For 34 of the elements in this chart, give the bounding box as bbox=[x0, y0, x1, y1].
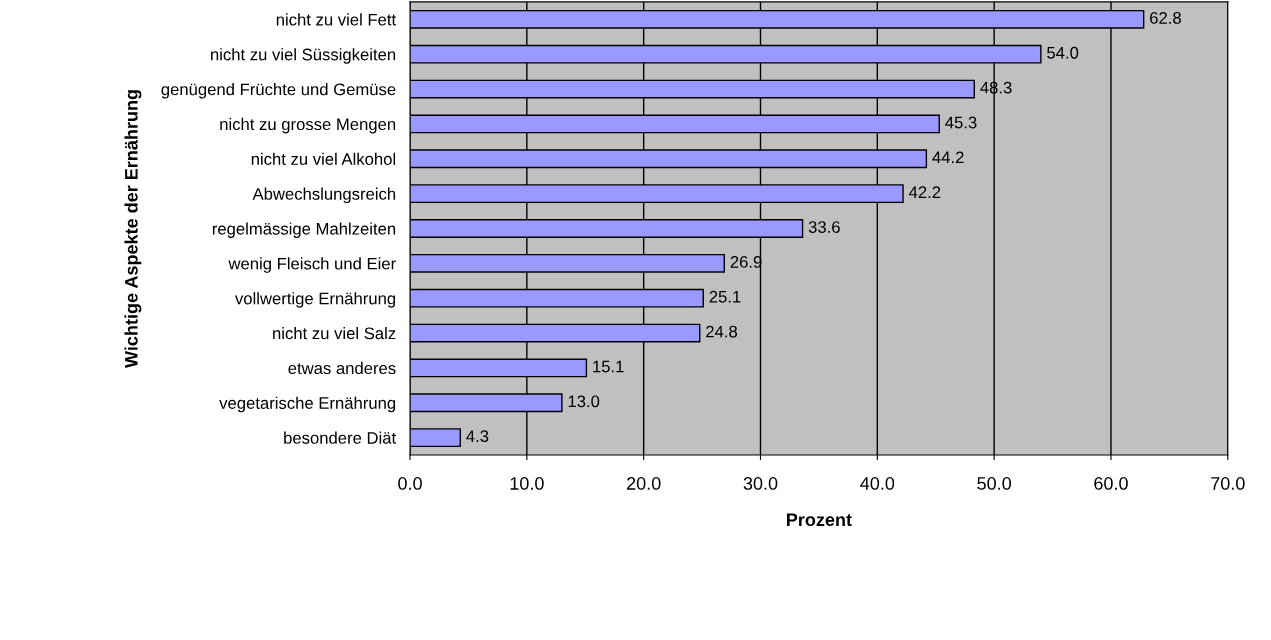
y-tick-label: regelmässige Mahlzeiten bbox=[212, 222, 396, 238]
data-label: 4.3 bbox=[466, 430, 489, 443]
x-tick-label: 20.0 bbox=[627, 477, 661, 490]
x-tick-label: 70.0 bbox=[1211, 477, 1245, 490]
data-label: 13.0 bbox=[568, 395, 600, 408]
x-tick-label: 10.0 bbox=[510, 477, 544, 490]
y-tick-label: etwas anderes bbox=[288, 361, 396, 375]
y-tick-label: besondere Diät bbox=[284, 431, 397, 444]
data-label: 15.1 bbox=[593, 360, 624, 373]
data-label: 25.1 bbox=[709, 290, 741, 303]
x-tick-label: 30.0 bbox=[743, 477, 778, 490]
data-label: 24.8 bbox=[706, 325, 738, 338]
x-axis-title: Prozent bbox=[787, 513, 852, 527]
y-tick-label: nicht zu grosse Mengen bbox=[220, 117, 396, 134]
x-tick-label: 50.0 bbox=[977, 477, 1012, 490]
data-label: 42.2 bbox=[908, 186, 941, 198]
y-tick-label: vegetarische Ernährung bbox=[219, 396, 396, 413]
y-tick-label: nicht zu viel Fett bbox=[276, 13, 397, 26]
data-label: 62.8 bbox=[1150, 12, 1181, 24]
x-tick-label: 0.0 bbox=[398, 477, 422, 490]
data-label: 44.2 bbox=[932, 151, 964, 164]
y-tick-label: wenig Fleisch und Eier bbox=[228, 257, 396, 273]
y-tick-label: Abwechslungsreich bbox=[252, 187, 396, 204]
x-tick-label: 60.0 bbox=[1094, 477, 1128, 490]
x-tick-label: 40.0 bbox=[860, 477, 895, 490]
data-label: 54.0 bbox=[1047, 46, 1079, 59]
y-tick-label: vollwertige Ernährung bbox=[235, 292, 396, 308]
data-label: 45.3 bbox=[945, 116, 977, 129]
y-tick-label: genügend Früchte und Gemüse bbox=[161, 83, 396, 99]
y-tick-label: nicht zu viel Süssigkeiten bbox=[211, 48, 396, 64]
y-axis-title: Wichtige Aspekte der Ernährung bbox=[124, 90, 142, 368]
y-tick-label: nicht zu viel Alkohol bbox=[251, 152, 396, 165]
y-tick-label: nicht zu viel Salz bbox=[273, 327, 396, 340]
data-label: 33.6 bbox=[808, 221, 840, 233]
